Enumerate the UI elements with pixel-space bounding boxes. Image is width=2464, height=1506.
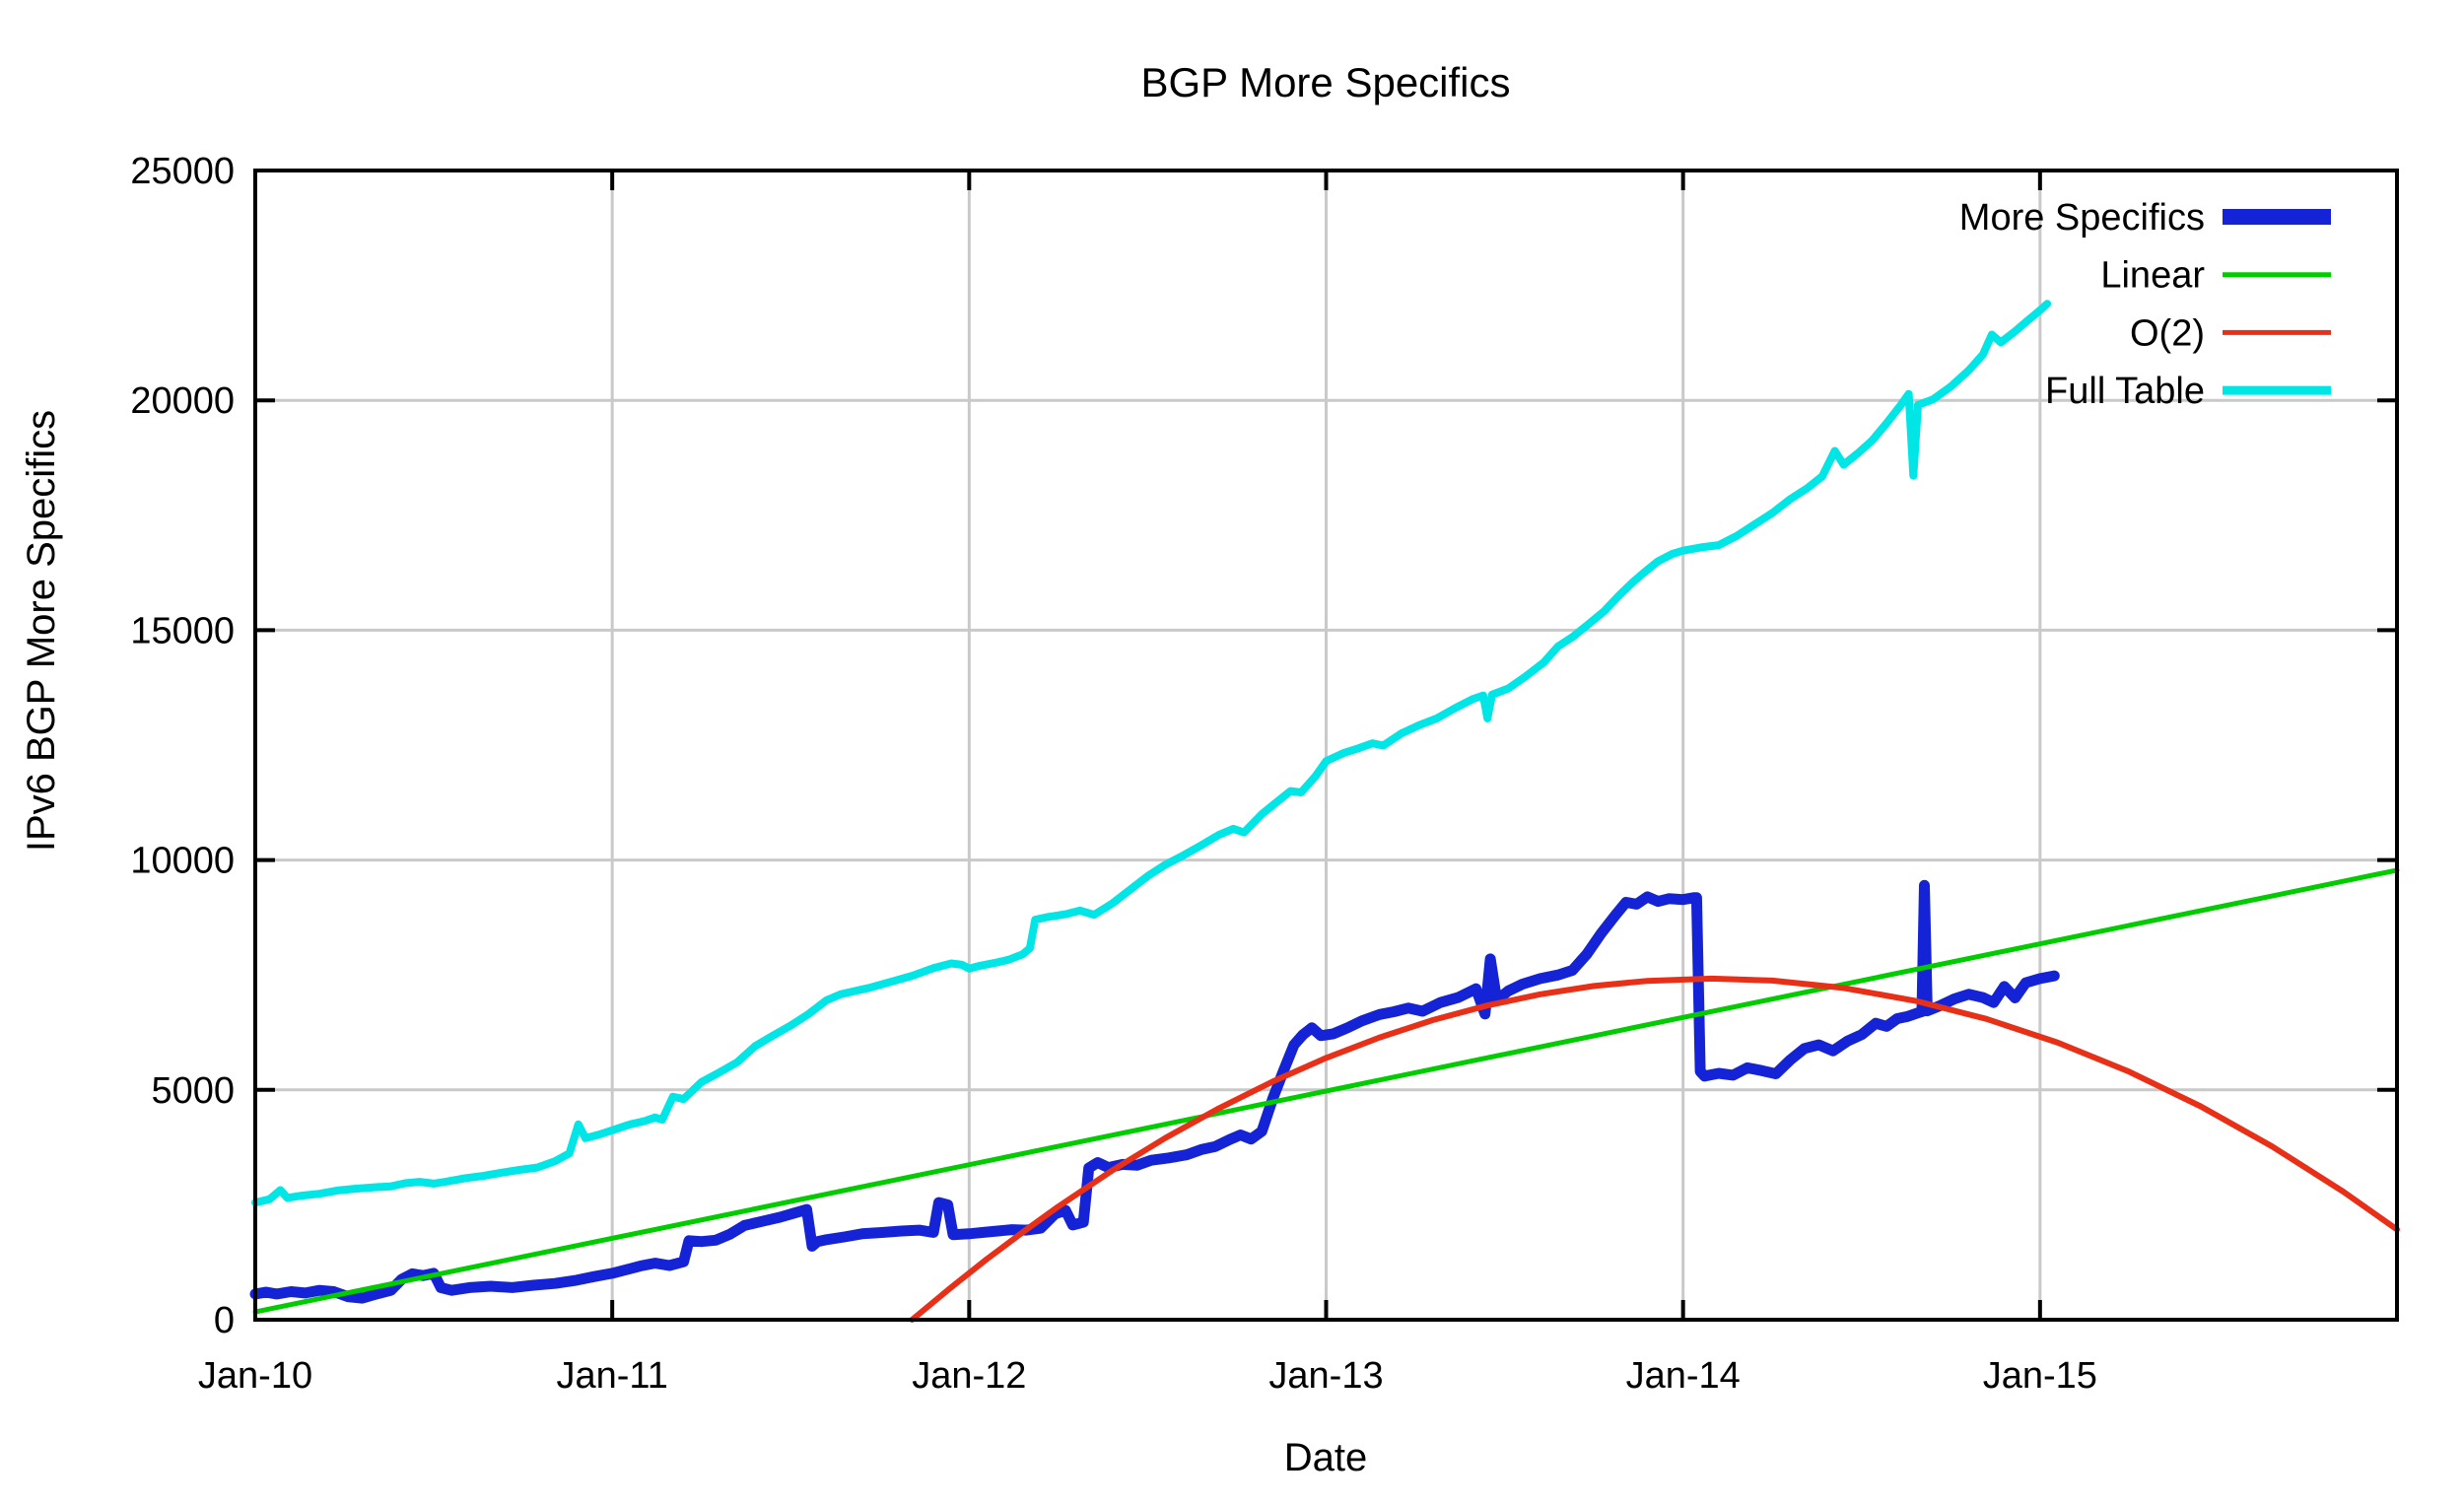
y-tick-label-0: 0 — [214, 1300, 235, 1341]
x-tick-label-jan-11: Jan-11 — [556, 1355, 667, 1397]
y-axis-label: IPv6 BGP More Specifics — [20, 410, 63, 852]
y-tick-label-25000: 25000 — [130, 151, 235, 192]
y-tick-label-5000: 5000 — [151, 1070, 235, 1112]
series-lines — [249, 300, 2400, 1323]
legend-item-o-2: O(2) — [2130, 312, 2331, 354]
legend-label-full-table: Full Table — [2045, 371, 2205, 412]
legend-item-full-table: Full Table — [2045, 371, 2331, 412]
y-tick-label-10000: 10000 — [130, 841, 235, 882]
legend-label-more-specifics: More Specifics — [1959, 197, 2205, 239]
gridlines — [255, 171, 2397, 1320]
legend-label-linear: Linear — [2100, 255, 2205, 297]
axis-ticks — [253, 169, 2397, 1322]
y-tick-label-15000: 15000 — [130, 610, 235, 651]
y-tick-label-20000: 20000 — [130, 380, 235, 422]
x-tick-label-jan-12: Jan-12 — [912, 1355, 1026, 1397]
series-line-full-table — [251, 300, 2052, 1207]
legend-item-linear: Linear — [2100, 255, 2331, 297]
x-tick-label-jan-13: Jan-13 — [1268, 1355, 1383, 1397]
legend: More Specifics Linear O(2) Full Table — [1959, 197, 2331, 412]
series-line-more-specifics — [249, 879, 2060, 1304]
chart-title: BGP More Specifics — [1140, 59, 1510, 105]
x-tick-label-jan-15: Jan-15 — [1983, 1355, 2097, 1397]
series-line-linear — [252, 867, 2400, 1315]
x-tick-label-jan-10: Jan-10 — [198, 1355, 312, 1397]
legend-item-more-specifics: More Specifics — [1959, 197, 2331, 239]
series-line-o-2 — [909, 975, 2400, 1323]
tick-labels: Jan-10 Jan-11 Jan-12 Jan-13 Jan-14 Jan-15 0 500… — [130, 151, 2097, 1397]
x-tick-label-jan-14: Jan-14 — [1626, 1355, 1741, 1397]
x-axis-label: Date — [1284, 1436, 1368, 1479]
legend-label-o-2: O(2) — [2130, 312, 2205, 354]
